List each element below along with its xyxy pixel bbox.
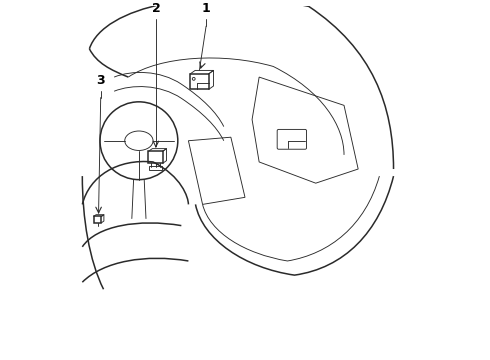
Text: 3: 3 <box>97 74 105 87</box>
Text: 2: 2 <box>151 2 160 15</box>
Bar <box>149 166 162 170</box>
Bar <box>148 151 163 163</box>
Text: 1: 1 <box>202 2 211 15</box>
Bar <box>190 74 209 89</box>
Bar <box>94 216 101 223</box>
